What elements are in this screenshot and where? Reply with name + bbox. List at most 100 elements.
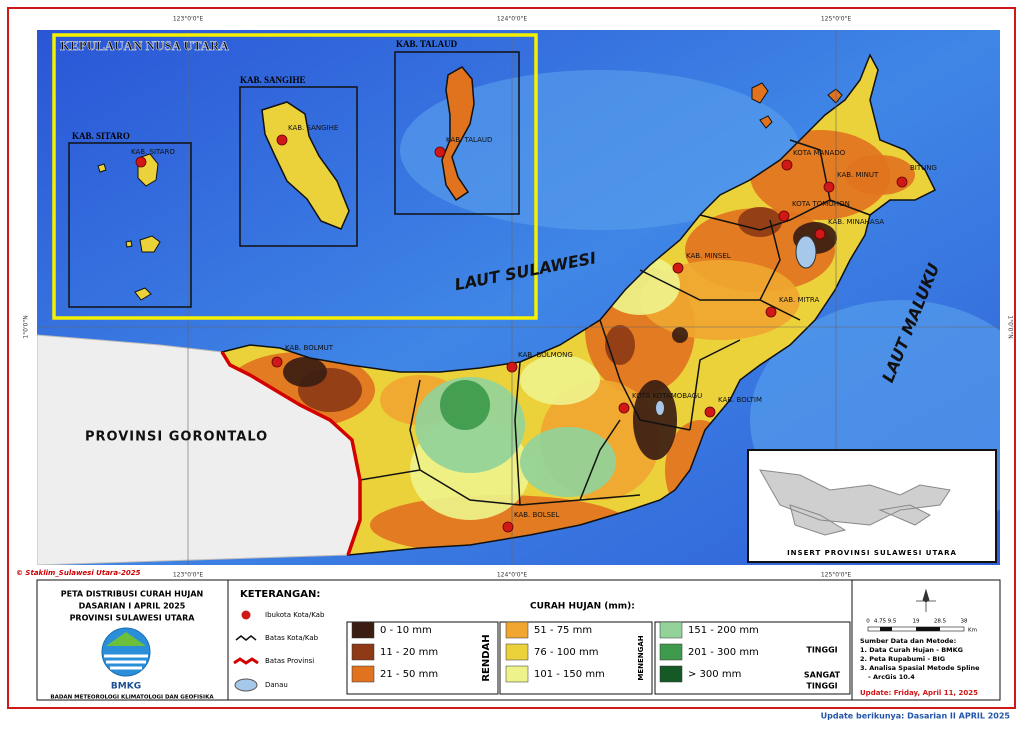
class-label: 201 - 300 mm bbox=[688, 647, 759, 658]
credit: © Staklim_Sulawesi Utara-2025 bbox=[16, 569, 141, 577]
class-label: 51 - 75 mm bbox=[534, 625, 592, 636]
class-swatch bbox=[505, 643, 529, 661]
scale-bar-fill bbox=[880, 627, 892, 631]
lon-label: 123°0'0"E bbox=[173, 16, 203, 23]
group-label: MENENGAH bbox=[637, 635, 645, 680]
class-label: 76 - 100 mm bbox=[534, 647, 598, 658]
class-swatch bbox=[659, 643, 683, 661]
lon-label: 125°0'0"E bbox=[821, 572, 851, 579]
bmkg-logo-top bbox=[106, 632, 146, 646]
city-label: KAB. SITARO bbox=[131, 148, 175, 156]
scale-tick: 19 bbox=[913, 619, 920, 625]
district-symbol bbox=[235, 635, 257, 641]
sangihe-island bbox=[261, 101, 350, 230]
inset-box bbox=[68, 142, 192, 308]
province-symbol bbox=[233, 657, 259, 665]
legend-item: Danau bbox=[265, 681, 288, 689]
city-dot bbox=[704, 406, 716, 418]
scale-unit: Km bbox=[968, 628, 977, 634]
city-dot bbox=[271, 356, 283, 368]
city-label: KAB. MINAHASA bbox=[828, 218, 884, 226]
class-label: 11 - 20 mm bbox=[380, 647, 438, 658]
graticule bbox=[37, 30, 1000, 565]
city-dot bbox=[502, 521, 514, 533]
city-dot bbox=[765, 306, 777, 318]
city-label: KAB. BOLTIM bbox=[718, 396, 762, 404]
scale-tick: 28.5 bbox=[934, 619, 947, 625]
city-label: KAB. TALAUD bbox=[446, 136, 492, 144]
lat-label: 1°0'0"N bbox=[23, 315, 30, 338]
logo-text: BMKG bbox=[111, 682, 141, 692]
source: - ArcGis 10.4 bbox=[868, 673, 915, 681]
city-dot bbox=[434, 146, 446, 158]
class-swatch bbox=[659, 621, 683, 639]
city-label: KAB. BOLMUT bbox=[285, 344, 334, 352]
talaud-island bbox=[441, 66, 475, 202]
class-label: > 300 mm bbox=[688, 669, 741, 680]
class-label: 21 - 50 mm bbox=[380, 669, 438, 680]
city-label: KOTA TOMOHON bbox=[792, 200, 850, 208]
group-label: SANGAT bbox=[804, 671, 841, 680]
city-dot bbox=[276, 134, 288, 146]
city-label: KAB. MINSEL bbox=[686, 252, 731, 260]
source: 3. Analisa Spasial Metode Spline bbox=[860, 664, 980, 672]
class-group bbox=[346, 621, 499, 695]
lon-label: 123°0'0"E bbox=[173, 572, 203, 579]
next-update: Update berikunya: Dasarian II APRIL 2025 bbox=[821, 712, 1011, 721]
legend-item: Ibukota Kota/Kab bbox=[265, 611, 325, 619]
source: 2. Peta Rupabumi - BIG bbox=[860, 655, 945, 663]
rain-zone bbox=[605, 325, 635, 365]
class-swatch bbox=[351, 665, 375, 683]
neighbor-label: PROVINSI GORONTALO bbox=[85, 430, 268, 445]
lon-label: 124°0'0"E bbox=[497, 572, 527, 579]
inset-box bbox=[394, 51, 520, 215]
legend-item: Batas Kota/Kab bbox=[265, 634, 319, 642]
nusa-utara-frame bbox=[52, 33, 538, 320]
scale-tick: 9.5 bbox=[888, 619, 897, 625]
city-dot bbox=[672, 262, 684, 274]
legend-item: Batas Provinsi bbox=[265, 657, 314, 665]
city-dot bbox=[618, 402, 630, 414]
city-dot bbox=[814, 228, 826, 240]
city-label: KOTA KOTAMOBAGU bbox=[632, 392, 702, 400]
title-line: PETA DISTRIBUSI CURAH HUJAN bbox=[61, 590, 203, 599]
title-line: DASARIAN I APRIL 2025 bbox=[79, 602, 186, 611]
class-label: 151 - 200 mm bbox=[688, 625, 759, 636]
rain-classes: 0 - 10 mm 11 - 20 mm 21 - 50 mm 51 - 75 mm 7… bbox=[351, 621, 759, 683]
class-swatch bbox=[659, 665, 683, 683]
inset-title: KAB. SITARO bbox=[72, 131, 130, 141]
city-dot bbox=[781, 159, 793, 171]
update: Update: Friday, April 11, 2025 bbox=[860, 689, 978, 697]
inset-box bbox=[239, 86, 358, 247]
graticule-labels: 123°0'0"E 124°0'0"E 125°0'0"E 123°0'0"E … bbox=[23, 16, 1014, 579]
lon-label: 125°0'0"E bbox=[821, 16, 851, 23]
scale-tick: 4.75 bbox=[874, 619, 887, 625]
rain-zone bbox=[520, 427, 616, 497]
class-label: 101 - 150 mm bbox=[534, 669, 605, 680]
rain-zone bbox=[440, 380, 490, 430]
rain-zone bbox=[672, 327, 688, 343]
map-body: KAB. SITARO KAB. SANGIHE KAB. TALAUD KOTA M… bbox=[37, 30, 1000, 565]
scale-bar-fill bbox=[916, 627, 940, 631]
outer-frame bbox=[7, 7, 1016, 709]
sea-shade bbox=[400, 70, 800, 230]
city-label: BITUNG bbox=[910, 164, 937, 172]
class-swatch bbox=[351, 643, 375, 661]
rain-zone bbox=[283, 357, 327, 387]
map-title: PETA DISTRIBUSI CURAH HUJAN DASARIAN I A… bbox=[61, 590, 203, 623]
lake bbox=[795, 235, 817, 269]
city-label: KOTA MANADO bbox=[793, 149, 846, 157]
city-dot bbox=[823, 181, 835, 193]
source: 1. Data Curah Hujan - BMKG bbox=[860, 646, 963, 654]
agency: BADAN METEOROLOGI KLIMATOLOGI DAN GEOFIS… bbox=[50, 695, 214, 701]
city-dot bbox=[135, 156, 147, 168]
class-swatch bbox=[351, 621, 375, 639]
rain-zone bbox=[738, 207, 782, 237]
rain-zone bbox=[520, 355, 600, 405]
city-label: KAB. MITRA bbox=[779, 296, 819, 304]
group-label: TINGGI bbox=[806, 682, 837, 691]
class-label: 0 - 10 mm bbox=[380, 625, 432, 636]
city-label: KAB. BOLSEL bbox=[514, 511, 559, 519]
